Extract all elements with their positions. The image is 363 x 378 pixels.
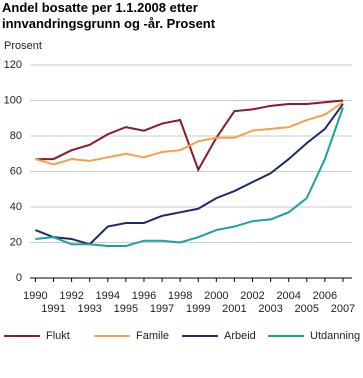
x-tick-label: 2005	[295, 303, 319, 315]
x-tick-label: 2003	[258, 303, 282, 315]
x-tick-label: 2006	[313, 290, 337, 302]
y-tick-label: 40	[10, 201, 22, 213]
x-tick-label: 2007	[331, 303, 355, 315]
x-tick-label: 1997	[150, 303, 174, 315]
x-tick-label: 1992	[59, 290, 83, 302]
y-tick-label: 80	[10, 130, 22, 142]
x-tick-label: 2004	[276, 290, 300, 302]
x-tick-label: 2001	[222, 303, 246, 315]
x-tick-label: 1998	[168, 290, 192, 302]
chart-title: Andel bosatte per 1.1.2008 etter innvand…	[2, 0, 216, 31]
legend-label: Utdanning	[310, 330, 360, 342]
x-tick-label: 1991	[41, 303, 65, 315]
x-tick-label: 1995	[114, 303, 138, 315]
x-tick-label: 2000	[204, 290, 228, 302]
x-tick-label: 1993	[77, 303, 101, 315]
y-tick-label: 60	[10, 165, 22, 177]
x-tick-label: 1999	[186, 303, 210, 315]
legend-label: Arbeid	[224, 330, 256, 342]
y-tick-label: 100	[4, 94, 22, 106]
x-tick-label: 1994	[96, 290, 120, 302]
x-tick-label: 1996	[132, 290, 156, 302]
legend-label: Flukt	[46, 330, 70, 342]
series-line	[35, 107, 344, 248]
series-line	[35, 103, 344, 246]
x-tick-label: 2002	[240, 290, 264, 302]
series-line	[35, 101, 344, 166]
x-tick-label: 1990	[23, 290, 47, 302]
y-axis-label: Prosent	[4, 40, 42, 52]
legend-label: Famile	[136, 330, 169, 342]
y-tick-label: 0	[16, 272, 22, 284]
y-tick-label: 120	[4, 59, 22, 71]
y-tick-label: 20	[10, 236, 22, 248]
